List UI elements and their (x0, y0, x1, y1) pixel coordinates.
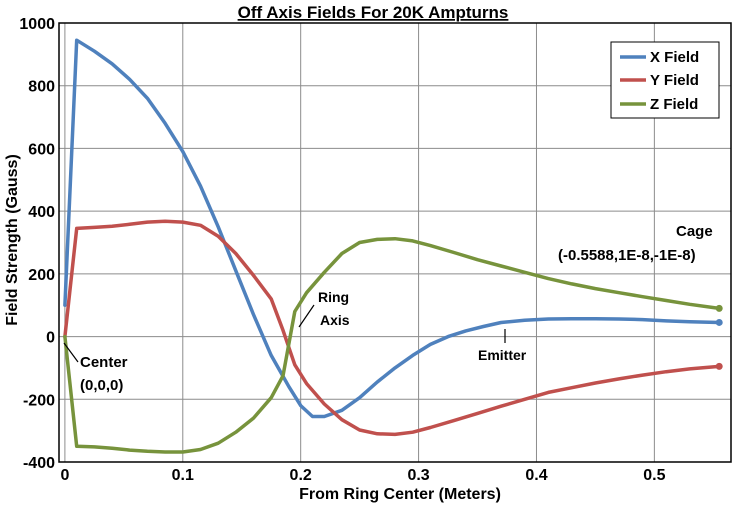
y-tick-label: 0 (46, 330, 55, 347)
annotations: Center (0,0,0) Ring Axis Emitter Cage (-… (63, 223, 713, 394)
x-axis-ticks: 0 0.1 0.2 0.3 0.4 0.5 (60, 467, 665, 484)
y-tick-label: -200 (23, 392, 55, 409)
x-tick-label: 0.2 (290, 467, 312, 484)
annotation-center-coords: (0,0,0) (80, 377, 123, 394)
y-tick-label: 600 (28, 141, 55, 158)
series-line-x-field (63, 38, 721, 419)
y-axis-label: Field Strength (Gauss) (4, 154, 21, 326)
series-endpoint-y-field (715, 362, 723, 370)
ring-axis-leader-line (298, 304, 315, 328)
x-tick-label: 0.5 (643, 467, 665, 484)
chart-title: Off Axis Fields For 20K Ampturns (238, 3, 509, 22)
y-axis-ticks: -400 -200 0 200 400 600 800 1000 (19, 16, 55, 472)
x-tick-label: 0.3 (407, 467, 429, 484)
x-axis-label: From Ring Center (Meters) (299, 486, 501, 503)
plot-area-frame (58, 22, 732, 463)
series-line-z-field (63, 236, 721, 454)
series-lines (63, 38, 723, 454)
legend-entry-y-field: Y Field (650, 72, 699, 89)
annotation-cage: Cage (676, 223, 713, 240)
legend-entry-x-field: X Field (650, 49, 699, 66)
y-tick-label: 800 (28, 79, 55, 96)
series-endpoint-x-field (715, 318, 723, 326)
annotation-emitter: Emitter (478, 347, 527, 363)
annotation-axis: Axis (320, 312, 350, 328)
y-tick-label: -400 (23, 455, 55, 472)
y-tick-label: 200 (28, 267, 55, 284)
annotation-ring: Ring (318, 289, 349, 305)
annotation-center: Center (80, 354, 128, 371)
x-tick-label: 0 (60, 467, 69, 484)
x-tick-label: 0.4 (525, 467, 547, 484)
legend-entry-z-field: Z Field (650, 96, 698, 113)
legend: X Field Y Field Z Field (610, 41, 720, 119)
series-line-y-field (63, 219, 721, 437)
center-leader-line (63, 342, 79, 363)
y-tick-label: 400 (28, 204, 55, 221)
annotation-cage-coords: (-0.5588,1E-8,-1E-8) (558, 247, 696, 264)
y-tick-label: 1000 (19, 16, 55, 33)
gridlines (59, 22, 731, 463)
x-tick-label: 0.1 (172, 467, 194, 484)
series-endpoint-z-field (715, 304, 723, 312)
